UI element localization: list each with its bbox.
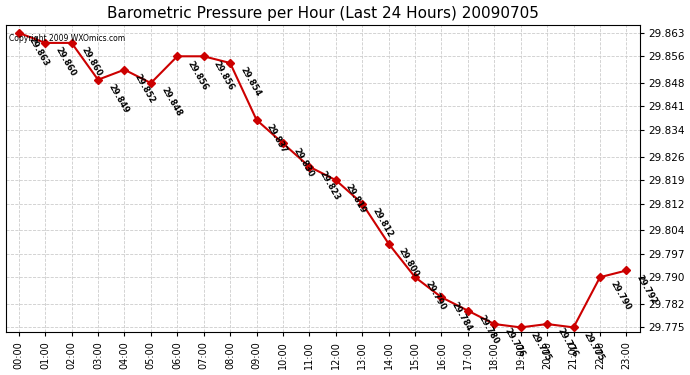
- Text: 29.784: 29.784: [450, 300, 474, 333]
- Text: 29.823: 29.823: [317, 170, 342, 202]
- Text: 29.776: 29.776: [502, 327, 526, 359]
- Text: 29.863: 29.863: [27, 36, 51, 68]
- Text: 29.819: 29.819: [344, 183, 368, 215]
- Text: 29.775: 29.775: [529, 330, 553, 363]
- Text: 29.830: 29.830: [291, 146, 315, 178]
- Text: 29.775: 29.775: [582, 330, 606, 363]
- Text: 29.790: 29.790: [609, 280, 632, 312]
- Text: 29.800: 29.800: [397, 246, 421, 279]
- Text: 29.856: 29.856: [186, 59, 210, 92]
- Title: Barometric Pressure per Hour (Last 24 Hours) 20090705: Barometric Pressure per Hour (Last 24 Ho…: [107, 6, 538, 21]
- Text: 29.849: 29.849: [106, 82, 130, 115]
- Text: 29.856: 29.856: [212, 59, 236, 92]
- Text: Copyright 2009 WXOmics.com: Copyright 2009 WXOmics.com: [9, 34, 125, 43]
- Text: 29.848: 29.848: [159, 86, 183, 118]
- Text: 29.852: 29.852: [132, 72, 157, 105]
- Text: 29.837: 29.837: [265, 123, 288, 155]
- Text: 29.854: 29.854: [239, 66, 262, 98]
- Text: 29.792: 29.792: [635, 273, 659, 306]
- Text: 29.860: 29.860: [54, 46, 77, 78]
- Text: 29.812: 29.812: [371, 206, 395, 239]
- Text: 29.860: 29.860: [80, 46, 104, 78]
- Text: 29.790: 29.790: [424, 280, 447, 312]
- Text: 29.776: 29.776: [555, 327, 580, 359]
- Text: 29.780: 29.780: [476, 314, 500, 346]
